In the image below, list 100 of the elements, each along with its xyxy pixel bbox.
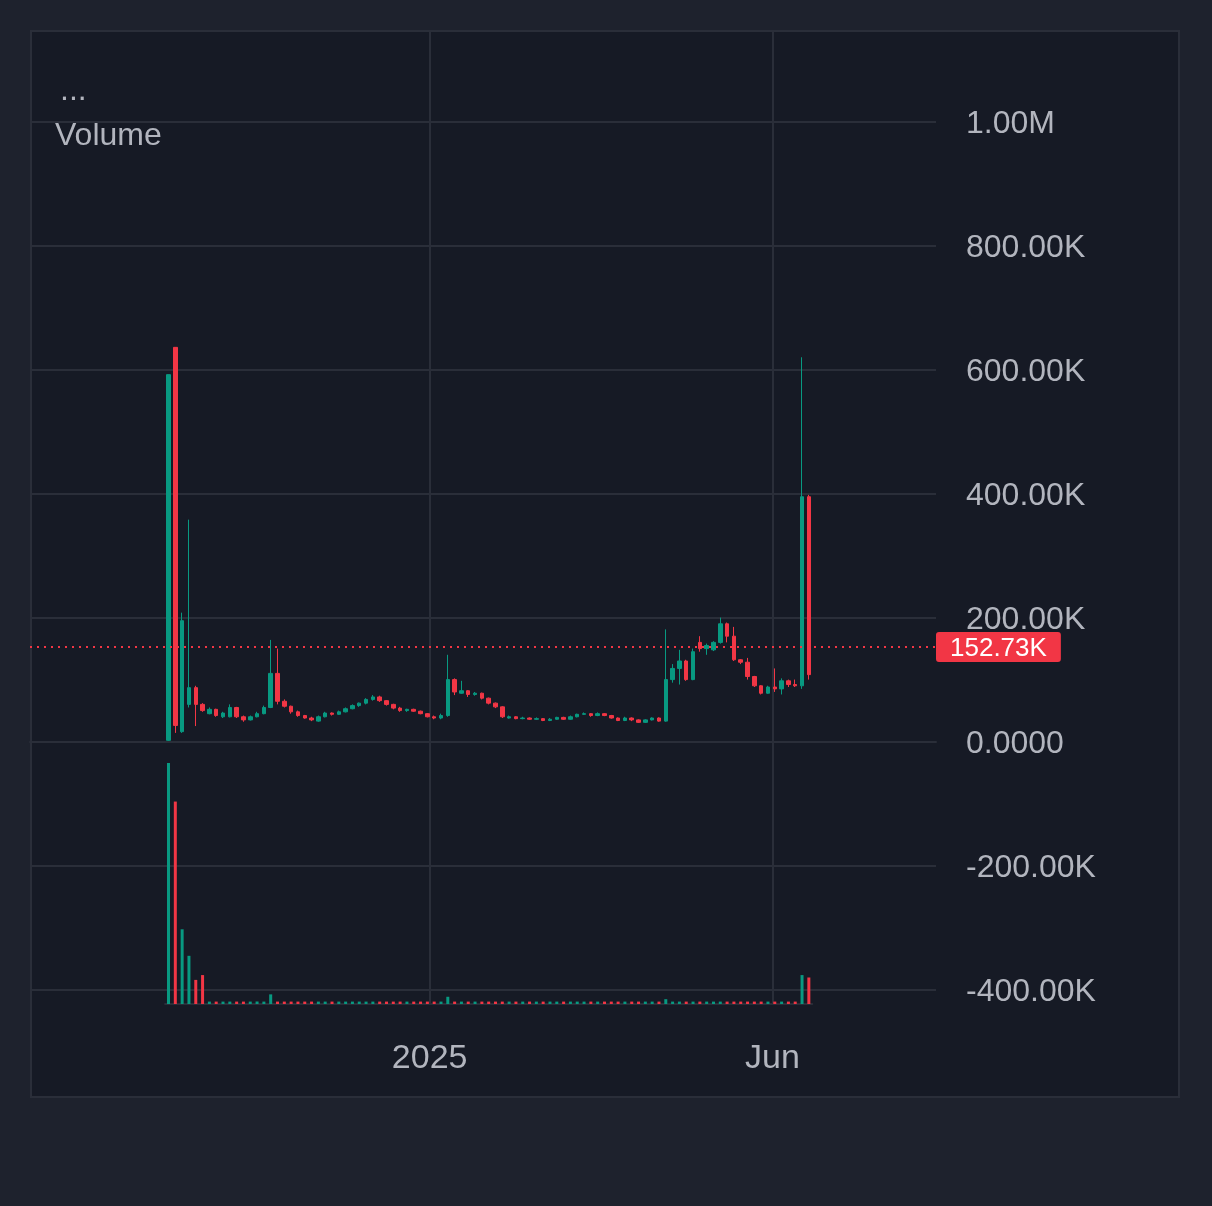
bar xyxy=(173,801,177,1004)
candlestick xyxy=(180,612,184,734)
candlestick xyxy=(228,703,232,718)
candlestick xyxy=(405,708,409,713)
candlestick xyxy=(432,715,436,720)
y-tick-label: 600.00K xyxy=(966,351,1086,388)
candlestick xyxy=(473,691,477,697)
candlestick xyxy=(289,705,293,715)
candlestick xyxy=(534,716,539,721)
candlestick xyxy=(752,675,757,688)
candlestick xyxy=(773,667,777,693)
bar xyxy=(807,977,811,1004)
candlestick xyxy=(439,713,443,720)
candlestick xyxy=(214,708,218,718)
candlestick xyxy=(480,692,484,700)
candlestick xyxy=(194,685,198,727)
candlestick xyxy=(711,640,716,652)
candlestick xyxy=(541,717,545,722)
candlestick xyxy=(589,712,593,718)
candlestick xyxy=(548,717,552,722)
candlestick xyxy=(241,715,246,723)
bar xyxy=(194,979,198,1004)
candlestick xyxy=(377,695,382,703)
candlestick xyxy=(629,716,634,722)
candlestick xyxy=(296,710,300,718)
candlestick xyxy=(411,708,416,713)
candlestick xyxy=(704,643,709,656)
candlestick xyxy=(268,639,273,709)
candlestick xyxy=(684,659,688,682)
bar xyxy=(167,763,171,1004)
y-tick-label: -400.00K xyxy=(966,971,1096,1008)
candlestick xyxy=(275,648,280,705)
candlestick xyxy=(759,684,763,695)
candlestick xyxy=(255,711,259,718)
candlestick xyxy=(500,705,505,719)
candlestick xyxy=(493,702,498,709)
candlestick xyxy=(466,689,470,698)
candlestick xyxy=(691,648,695,681)
candlestick xyxy=(337,710,341,716)
candlestick xyxy=(527,716,532,721)
candlestick xyxy=(636,718,641,724)
candlestick xyxy=(309,716,314,722)
candlestick xyxy=(677,649,682,686)
candlestick xyxy=(779,677,784,695)
candlestick xyxy=(398,706,402,713)
candlestick xyxy=(520,716,525,720)
candlestick xyxy=(595,711,600,717)
candlestick xyxy=(364,697,368,705)
bar xyxy=(180,929,184,1004)
y-tick-label: 400.00K xyxy=(966,475,1086,512)
x-tick-label: Jun xyxy=(745,1037,800,1075)
candlestick xyxy=(657,716,661,723)
candlestick xyxy=(800,356,804,690)
y-tick-label: -200.00K xyxy=(966,847,1096,884)
candlestick xyxy=(582,711,586,716)
candlestick xyxy=(357,702,361,708)
candlestick xyxy=(262,705,266,715)
candlestick xyxy=(793,679,797,688)
candlestick xyxy=(786,679,791,688)
candlestick xyxy=(609,714,614,720)
candlestick xyxy=(187,519,191,708)
bar xyxy=(201,975,205,1004)
text: ... xyxy=(60,71,87,107)
candlestick xyxy=(323,711,327,718)
candlestick xyxy=(602,712,607,717)
candlestick xyxy=(725,622,729,643)
candlestick xyxy=(745,657,750,681)
candlestick xyxy=(643,718,648,724)
candlestick xyxy=(207,706,212,715)
candlestick xyxy=(330,711,334,717)
candlestick xyxy=(282,698,287,708)
candlestick xyxy=(514,715,518,720)
y-tick-label: 1.00M xyxy=(966,103,1055,140)
candlestick xyxy=(350,703,355,710)
x-tick-label: 2025 xyxy=(391,1037,468,1075)
bar xyxy=(800,975,804,1004)
annotation: Volume xyxy=(55,116,162,152)
candlestick xyxy=(452,677,457,696)
candlestick xyxy=(459,680,464,695)
bar xyxy=(664,999,668,1004)
candlestick xyxy=(384,699,389,707)
candlestick xyxy=(200,702,205,713)
candlestick xyxy=(664,628,668,723)
candlestick xyxy=(221,711,225,719)
candlestick xyxy=(234,706,239,719)
candlestick xyxy=(555,716,559,721)
candlestick xyxy=(568,715,573,721)
candlestick xyxy=(718,617,723,645)
candlestick xyxy=(316,715,321,723)
candlestick xyxy=(650,716,654,721)
candlestick xyxy=(303,714,307,720)
candlestick xyxy=(486,697,491,705)
y-tick-label: 0.0000 xyxy=(966,723,1064,760)
candlestick xyxy=(446,654,450,718)
candlestick xyxy=(391,703,396,710)
y-tick-label: 800.00K xyxy=(966,227,1086,264)
candlestick xyxy=(616,716,620,722)
candlestick xyxy=(507,715,511,720)
bar xyxy=(269,994,273,1004)
candlestick xyxy=(425,712,430,718)
